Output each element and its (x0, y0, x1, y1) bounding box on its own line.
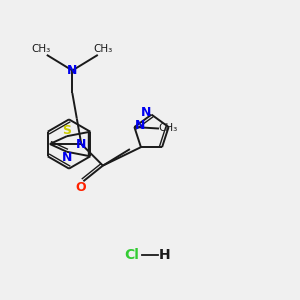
Text: N: N (135, 119, 145, 132)
Text: O: O (75, 181, 86, 194)
Text: CH₃: CH₃ (32, 44, 51, 54)
Text: N: N (76, 137, 86, 151)
Text: S: S (62, 124, 71, 137)
Text: CH₃: CH₃ (158, 123, 178, 133)
Text: N: N (67, 64, 77, 77)
Text: CH₃: CH₃ (94, 44, 113, 54)
Text: Cl: Cl (124, 248, 140, 262)
Text: N: N (62, 151, 72, 164)
Text: N: N (141, 106, 151, 119)
Text: H: H (159, 248, 171, 262)
